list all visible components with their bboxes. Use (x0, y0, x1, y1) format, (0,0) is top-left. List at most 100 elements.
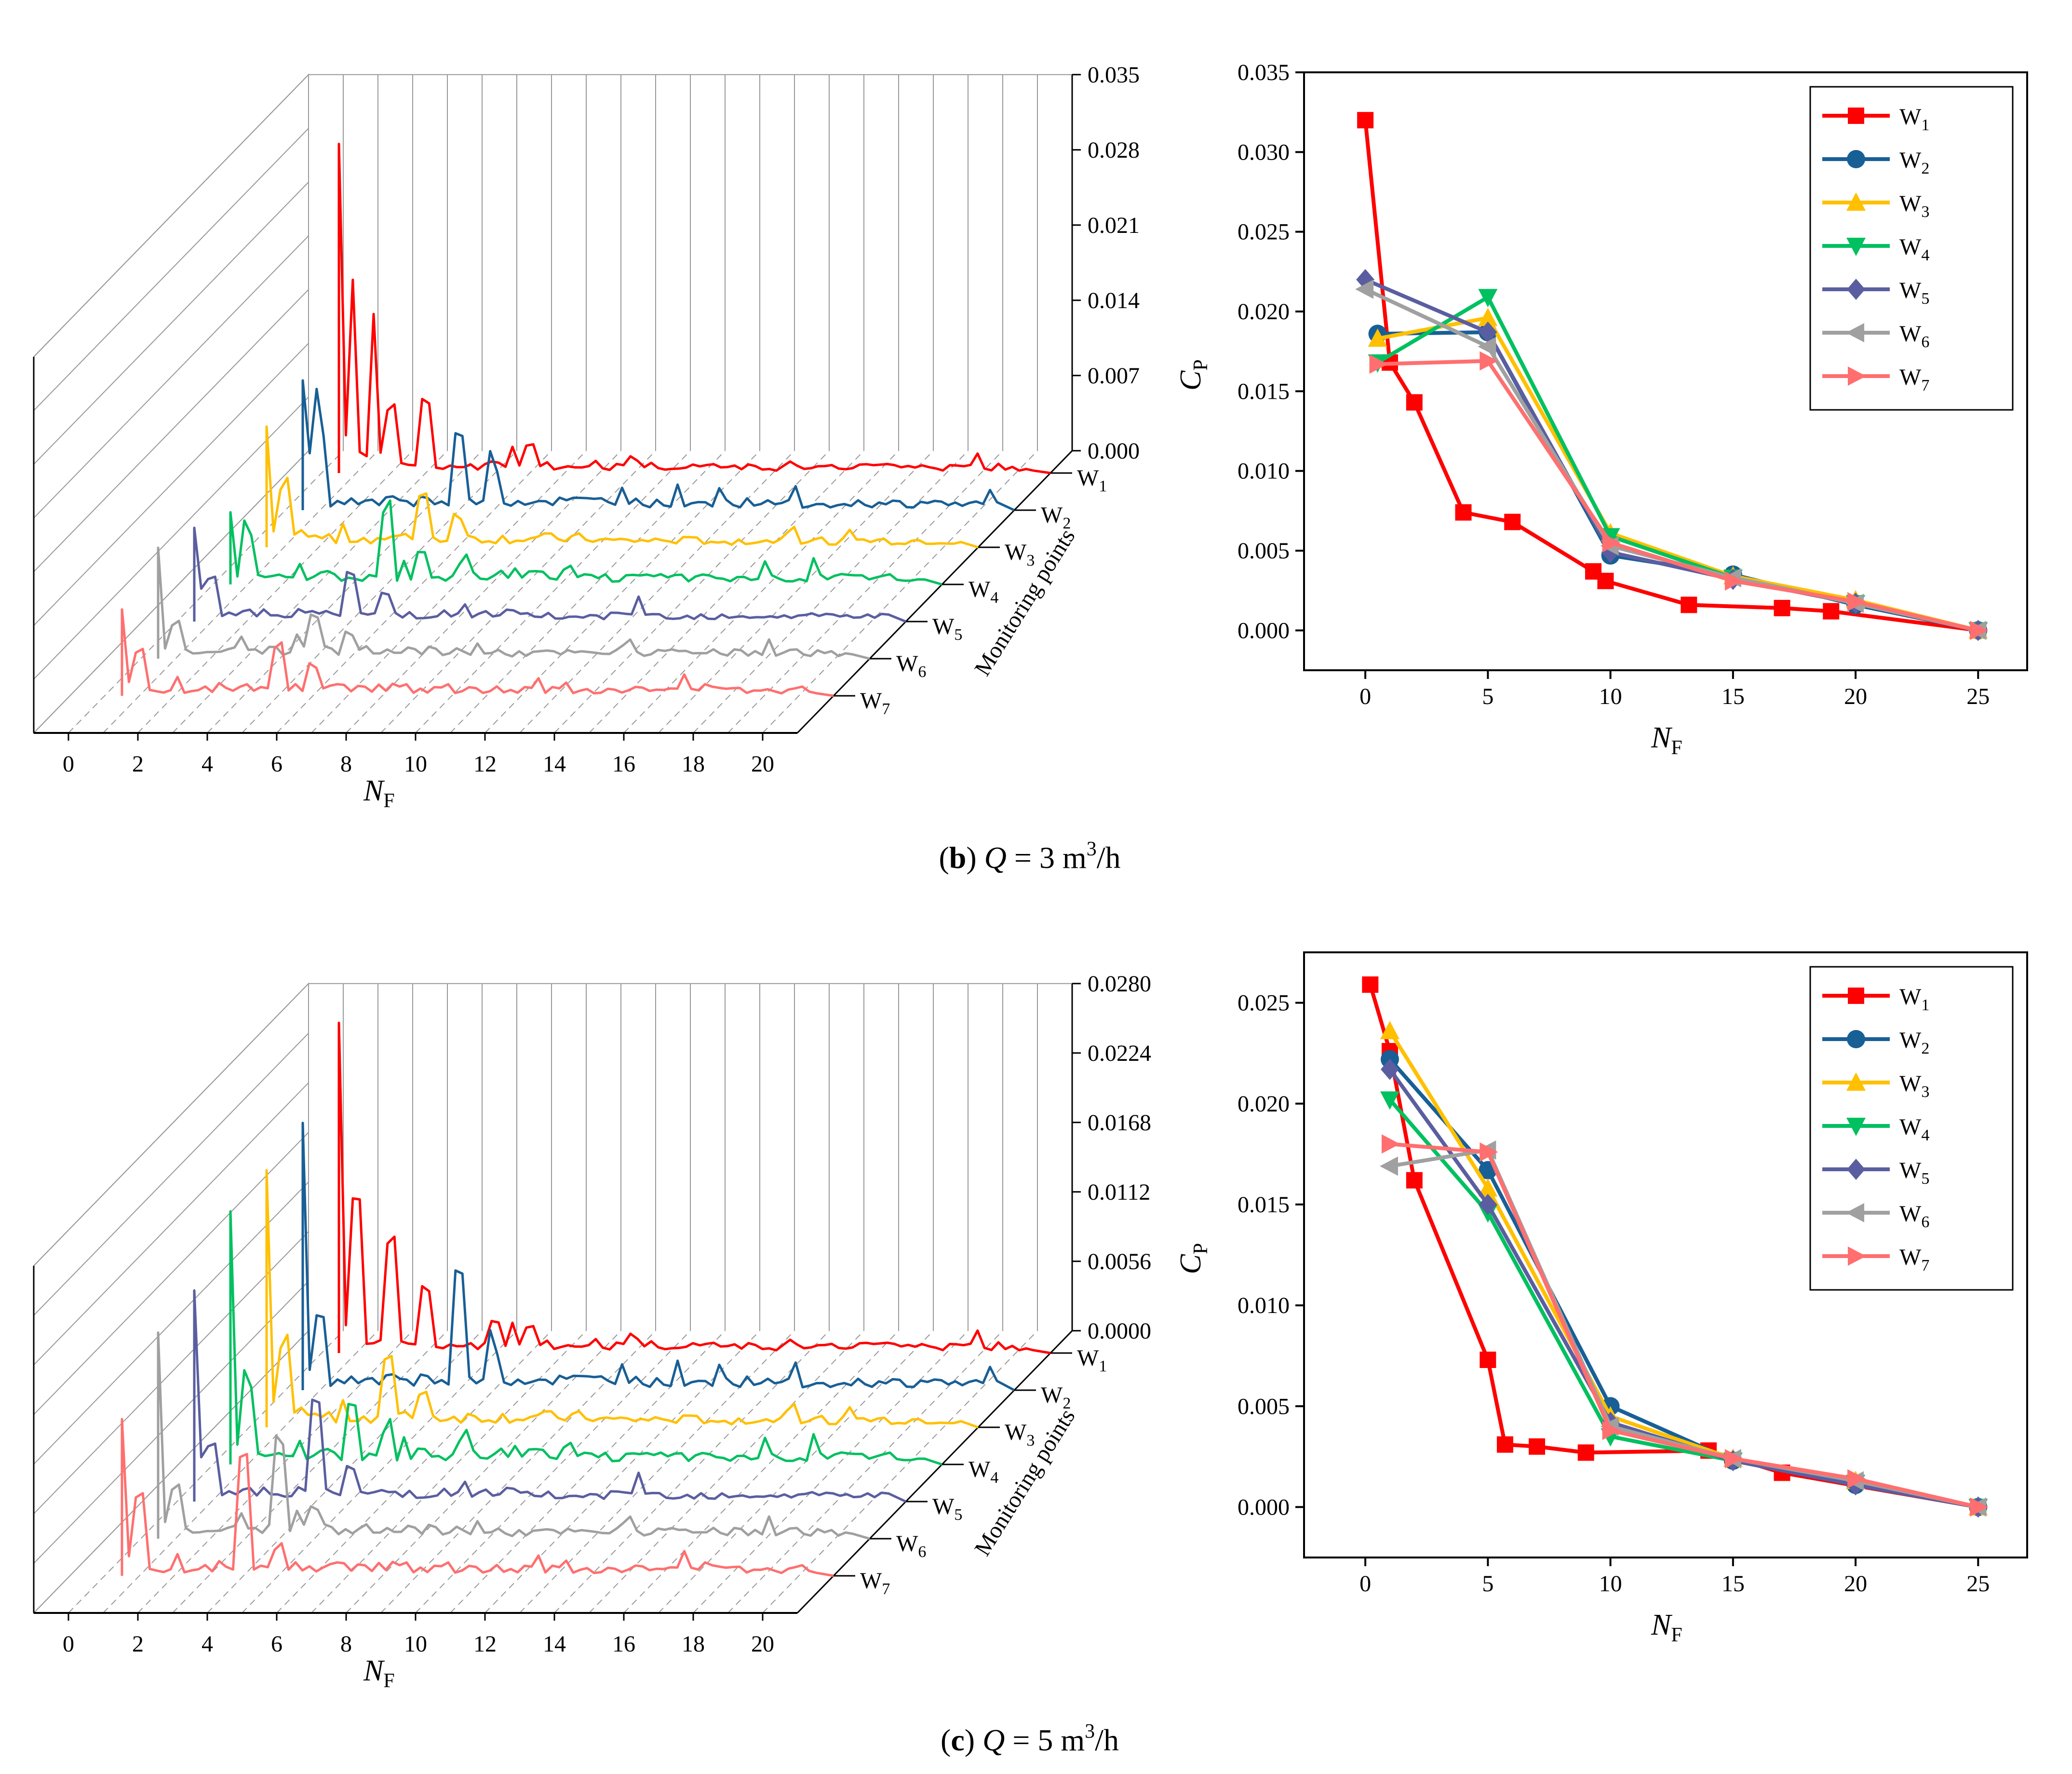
cp-b-point-W1-6 (1597, 572, 1614, 589)
cp-c-legend-label-W3: W3 (1899, 1071, 1929, 1101)
cp-b-legend-box (1809, 86, 2014, 411)
cp-c-legend: W1 W2 W3 W4 W5 W6 W7 (1809, 966, 2014, 1291)
cp-b-point-W1-9 (1823, 603, 1840, 620)
cp-c-point-W7-1 (1480, 1142, 1498, 1162)
cp-c-point-W7-4 (1847, 1469, 1866, 1489)
wf-c-grid-floor (103, 1330, 378, 1613)
cp-c-point-W1-2 (1406, 1172, 1423, 1189)
cp-c-xtick-label-5: 25 (1966, 1571, 1990, 1597)
wf-c-grid-floor (415, 1330, 691, 1613)
cp-c-legend-box (1809, 966, 2014, 1291)
cp-c-point-W5-1 (1479, 1193, 1497, 1215)
wf-b-x-tick-label-0: 0 (63, 751, 74, 777)
wf-b-grid-floor (589, 450, 864, 733)
cp-b-point-W6-1 (1478, 337, 1496, 356)
wf-c-grid-side (33, 1281, 309, 1564)
cp-c-legend-label-W7: W7 (1899, 1245, 1929, 1274)
wf-b-grid-floor (623, 450, 899, 733)
cp-c-point-W1-4 (1496, 1436, 1513, 1453)
wf-c-grid-side (33, 1181, 309, 1465)
wf-c-xlabel: NF (363, 1654, 395, 1692)
wf-c-trace-W3 (265, 1169, 979, 1429)
cp-c-point-W5-0 (1380, 1058, 1399, 1080)
wf-b-depth-label-W7: W7 (860, 688, 890, 718)
cp-c-line-W7 (1389, 1142, 1979, 1509)
cp-b-legend-label-W1: W1 (1899, 104, 1929, 134)
wf-b-grid-side (33, 343, 309, 626)
wf-c-grid-floor (346, 1330, 621, 1613)
cp-c-point-W3-0 (1380, 1021, 1399, 1040)
wf-b-x-tick-label-4: 8 (340, 751, 352, 777)
wf-b-depth-label-W2: W2 (1041, 502, 1071, 532)
cp-b-point-W1-7 (1681, 596, 1697, 613)
cp-b-point-W7-1 (1480, 351, 1498, 371)
wf-b-grid-floor (415, 450, 691, 733)
wf-b-depth-label-W3: W3 (1005, 540, 1035, 569)
wf-b-grid-floor (242, 450, 517, 733)
wf-b-grid-floor (172, 450, 448, 733)
cp-b-legend-marker-W2 (1847, 150, 1865, 168)
wf-c-grid-floor (380, 1330, 656, 1613)
cp-c-legend-marker-W2 (1847, 1030, 1865, 1048)
cp-b-point-W1-0 (1357, 112, 1374, 129)
cp-b-point-W1-8 (1774, 600, 1790, 617)
cp-b-legend-label-W3: W3 (1899, 191, 1929, 221)
cp-c-ytick-label-0: 0.000 (1238, 1494, 1290, 1520)
wf-b-grid-floor (103, 450, 378, 733)
wf-c-grid-side (33, 1082, 309, 1366)
wf-b-left-wall (33, 73, 309, 734)
wf-b-grid-side (33, 289, 309, 572)
wf-b-trace-W5 (193, 527, 906, 623)
wf-b-trace-W1 (337, 143, 1051, 474)
cp-c-series-W7 (1381, 1134, 1989, 1517)
wf-b-depth-axis (796, 450, 1073, 734)
cp-b-ytick-label-3: 0.015 (1238, 379, 1290, 404)
cp-c-legend-marker-W4 (1846, 1118, 1866, 1136)
wf-b-x-tick-label-9: 18 (682, 751, 705, 777)
cp-c-legend-label-W2: W2 (1899, 1028, 1929, 1057)
cp-b-legend: W1 W2 W3 W4 W5 W6 W7 (1809, 86, 2014, 411)
wf-b-grid-floor (380, 450, 656, 733)
cp-b-point-W7-0 (1369, 354, 1388, 374)
wf-c-grid-floor (68, 1330, 344, 1613)
wf-c-grid-floor (762, 1330, 1038, 1613)
wf-b-z-tick-label-1: 0.007 (1088, 363, 1140, 389)
wf-c-grid-floor (242, 1330, 517, 1613)
wf-c-z-tick-label-5: 0.0280 (1088, 971, 1151, 997)
wf-b-depth-label-W1: W1 (1077, 465, 1107, 495)
cp-c-point-W4-0 (1380, 1091, 1399, 1110)
cp-line-chart-c: 0 5 10 15 20 25 0.000 0.005 0.010 0.015 0.020 0.025… (1174, 951, 2028, 1646)
cp-b-line-W7 (1377, 359, 1979, 633)
cp-b-legend-marker-W1 (1848, 108, 1864, 124)
wf-b-grid-floor (276, 450, 552, 733)
wf-c-trace-W5 (193, 1289, 907, 1503)
cp-b-xtick-label-3: 15 (1722, 684, 1745, 709)
caption-b: (b) Q = 3 m3/h (939, 838, 1120, 875)
wf-b-trace-W3 (265, 425, 979, 549)
wf-b-trace-W6 (157, 546, 870, 660)
cp-b-xlabel: NF (1651, 721, 1682, 759)
wf-c-depth-label-W3: W3 (1005, 1420, 1035, 1449)
cp-c-point-W1-3 (1480, 1352, 1496, 1368)
wf-b-depth-label-W5: W5 (932, 614, 962, 644)
cp-c-legend-marker-W5 (1847, 1159, 1865, 1180)
cp-c-legend-marker-W7 (1848, 1246, 1866, 1266)
cp-b-point-W4-1 (1478, 289, 1498, 308)
cp-b-legend-marker-W3 (1846, 192, 1866, 211)
wf-b-grid-floor (484, 450, 760, 733)
cp-b-xtick-label-5: 25 (1966, 684, 1990, 709)
cp-b-frame (1303, 71, 2028, 671)
wf-b-grid-floor (519, 450, 795, 733)
cp-c-point-W1-0 (1362, 976, 1379, 993)
cp-c-legend-label-W6: W6 (1899, 1201, 1929, 1231)
wf-b-x-tick-label-3: 6 (271, 751, 283, 777)
cp-b-legend-label-W2: W2 (1899, 148, 1929, 177)
cp-b-xtick-label-1: 5 (1482, 684, 1493, 709)
wf-c-grid-floor (276, 1330, 552, 1613)
cp-b-point-W1-3 (1455, 504, 1472, 521)
cp-c-xlabel: NF (1651, 1609, 1682, 1646)
wf-b-grid-floor (68, 450, 344, 733)
wf-c-x-tick-label-6: 12 (473, 1631, 497, 1657)
wf-c-grid-side (33, 1330, 309, 1613)
cp-b-xtick-label-0: 0 (1359, 684, 1371, 709)
